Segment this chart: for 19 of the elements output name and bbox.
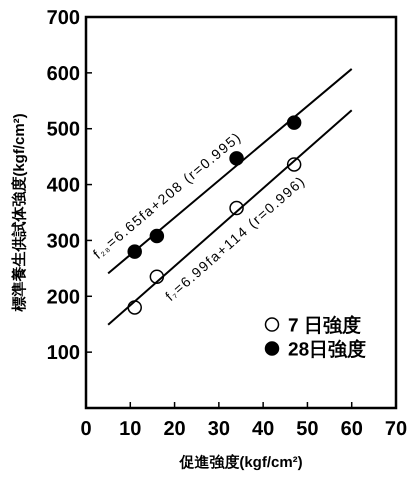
x-tick-label: 60 bbox=[340, 418, 363, 440]
x-tick-label: 50 bbox=[296, 418, 319, 440]
y-tick-label: 500 bbox=[46, 118, 80, 141]
y-tick-label: 400 bbox=[46, 174, 80, 197]
x-tick-label: 70 bbox=[384, 418, 408, 440]
y-tick-label: 200 bbox=[46, 286, 80, 308]
x-tick-label: 30 bbox=[208, 418, 230, 440]
x-axis-title: 促進強度(kgf/cm²) bbox=[178, 453, 303, 471]
y-axis-title: 標準養生供試体強度(kgf/cm²) bbox=[10, 113, 28, 313]
x-tick-label: 20 bbox=[163, 418, 186, 440]
legend-label: 28日強度 bbox=[288, 338, 366, 361]
x-tick-label: 10 bbox=[119, 418, 142, 440]
x-tick-label: 0 bbox=[80, 418, 92, 440]
y-tick-label: 600 bbox=[46, 62, 80, 85]
y-tick-label: 300 bbox=[46, 230, 80, 252]
legend-label: 7 日強度 bbox=[288, 314, 361, 337]
y-tick-label: 100 bbox=[46, 342, 80, 364]
x-tick-label: 40 bbox=[252, 418, 274, 440]
y-tick-label: 700 bbox=[46, 7, 80, 29]
